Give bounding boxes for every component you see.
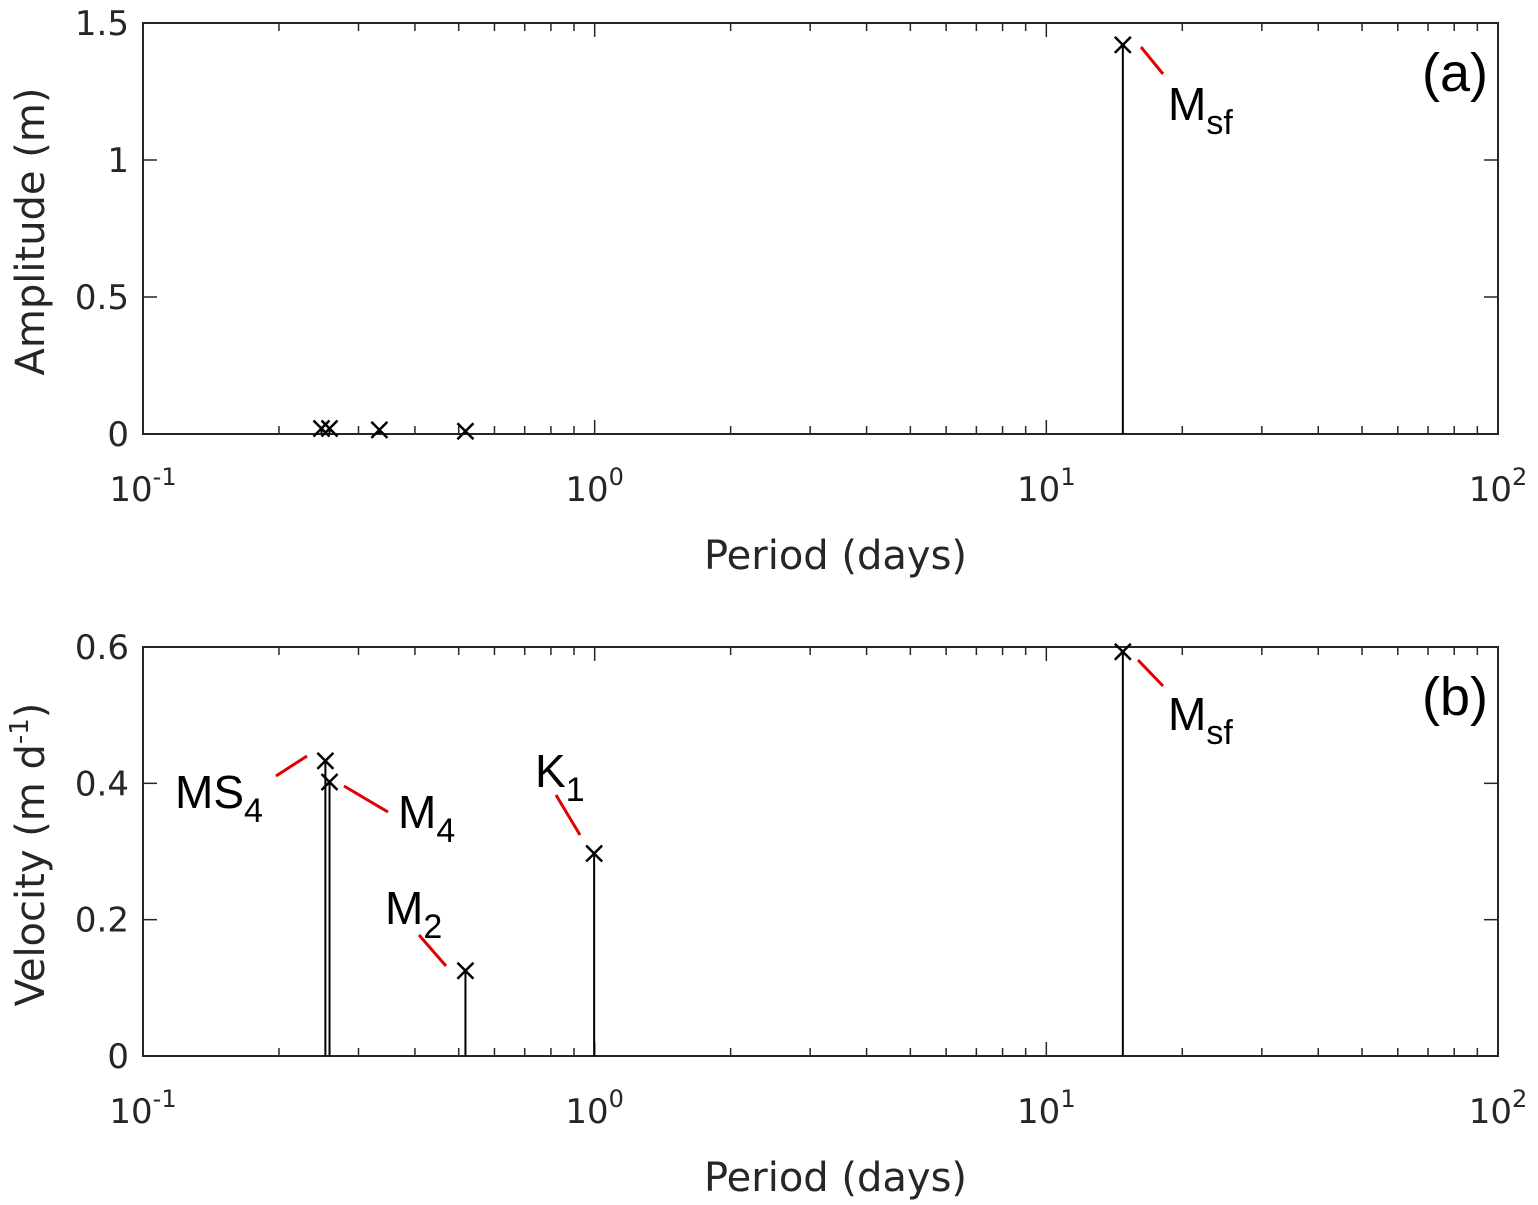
x-marker-stroke xyxy=(370,421,389,439)
constituent-label: M2 xyxy=(385,882,442,946)
x-marker xyxy=(1113,36,1132,54)
x-tick-label: 101 xyxy=(1017,463,1076,510)
x-marker xyxy=(320,773,339,791)
x-marker xyxy=(370,421,389,439)
x-marker-stroke xyxy=(320,419,339,438)
axes-box xyxy=(142,22,1499,435)
x-marker-stroke xyxy=(320,773,339,791)
panel-label: (b) xyxy=(1422,667,1488,727)
x-tick-label: 101 xyxy=(1017,1085,1076,1132)
x-marker xyxy=(320,419,339,438)
x-marker xyxy=(585,844,604,863)
label-leader-line xyxy=(417,934,448,967)
x-marker xyxy=(456,422,475,441)
y-tick-label: 0 xyxy=(107,1037,129,1077)
x-tick-label: 102 xyxy=(1469,463,1528,510)
label-leader-line xyxy=(1139,46,1165,75)
y-tick-label: 0.4 xyxy=(75,764,129,804)
y-tick-label: 0.5 xyxy=(75,278,129,318)
y-axis-title: Velocity (m d-1) xyxy=(5,703,54,1007)
x-marker-stroke xyxy=(316,751,335,770)
label-leader-line xyxy=(275,754,308,778)
x-marker-stroke xyxy=(1113,36,1132,54)
x-axis-title: Period (days) xyxy=(704,533,967,579)
constituent-label: Msf xyxy=(1168,78,1233,142)
constituent-label: K1 xyxy=(535,745,585,809)
x-marker-stroke xyxy=(456,961,475,980)
x-marker xyxy=(1113,642,1132,661)
label-leader-line xyxy=(554,794,582,836)
axes-box xyxy=(142,646,1499,1057)
x-marker-stroke xyxy=(1113,642,1132,661)
y-tick-label: 0 xyxy=(107,415,129,455)
constituent-label: M4 xyxy=(398,786,455,850)
x-axis-title: Period (days) xyxy=(704,1155,967,1201)
x-tick-label: 10-1 xyxy=(109,463,176,510)
x-tick-label: 102 xyxy=(1469,1085,1528,1132)
x-tick-label: 100 xyxy=(565,1085,624,1132)
panel-b: 10-1 100 101 102 0 0.2 0.4 0.6 Period (days) Velo… xyxy=(5,628,1527,1201)
y-tick-label: 0.6 xyxy=(75,628,129,668)
label-leader-line xyxy=(1136,658,1165,688)
constituent-label: Msf xyxy=(1168,688,1233,752)
panel-a: 10-1 100 101 102 0 0.5 1 1.5 Period (days) Amplit… xyxy=(8,4,1527,579)
y-tick-label: 1 xyxy=(107,141,129,181)
label-leader-line xyxy=(343,784,389,814)
constituent-label: MS4 xyxy=(175,766,263,830)
x-tick-label: 10-1 xyxy=(109,1085,176,1132)
y-axis-title: Amplitude (m) xyxy=(8,88,54,376)
y-tick-label: 1.5 xyxy=(75,4,129,44)
x-marker xyxy=(316,751,335,770)
x-marker-stroke xyxy=(312,419,331,438)
x-marker xyxy=(312,419,331,438)
x-marker-stroke xyxy=(585,844,604,863)
x-marker-stroke xyxy=(456,422,475,441)
x-marker xyxy=(456,961,475,980)
y-tick-label: 0.2 xyxy=(75,901,129,941)
x-tick-label: 100 xyxy=(565,463,624,510)
panel-label: (a) xyxy=(1422,43,1488,103)
